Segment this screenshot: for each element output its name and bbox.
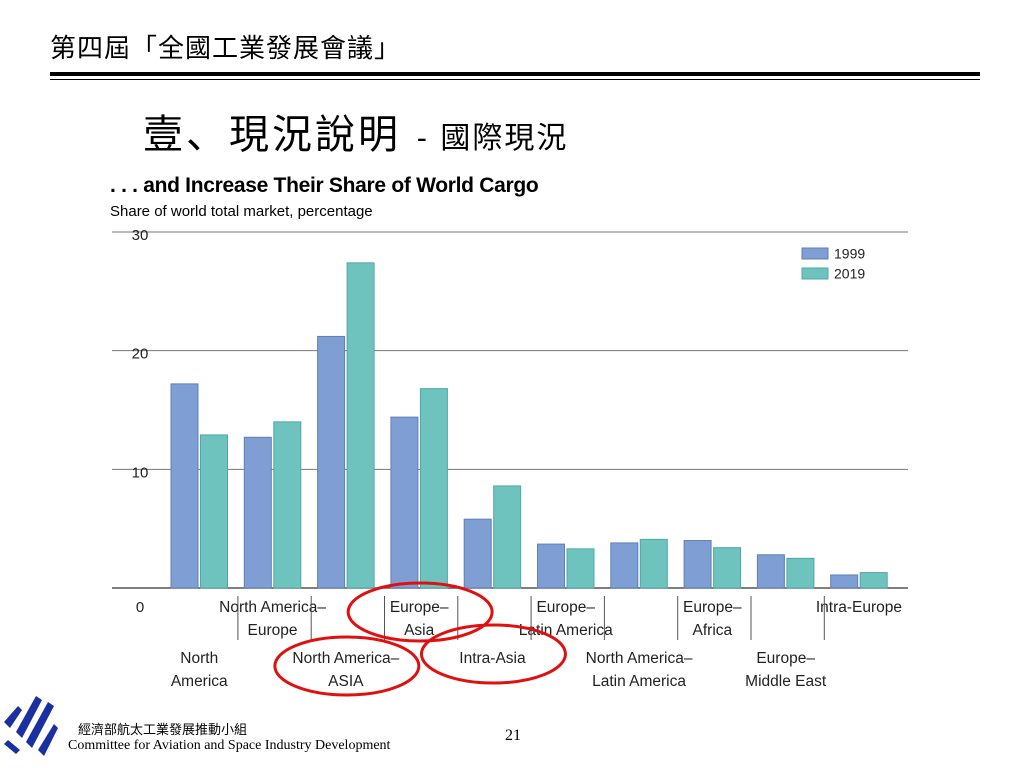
category-label: Asia bbox=[404, 622, 435, 639]
bar-1999-8 bbox=[683, 540, 712, 589]
slide-title-main: 壹、現況說明 bbox=[143, 112, 401, 158]
bar-1999-10 bbox=[830, 574, 859, 589]
footer-committee-cn: 經濟部航太工業發展推動小組 bbox=[78, 723, 248, 738]
category-label: Europe– bbox=[683, 599, 742, 616]
category-label: ASIA bbox=[328, 673, 364, 690]
category-label: Europe– bbox=[536, 599, 595, 616]
bar-1999-1 bbox=[170, 383, 199, 589]
conference-title: 第四屆「全國工業發展會議」 bbox=[50, 34, 402, 64]
header-rule-thick bbox=[50, 72, 980, 76]
bar-2019-6 bbox=[566, 548, 595, 589]
category-label: Middle East bbox=[745, 673, 827, 690]
category-label: Europe bbox=[248, 622, 298, 639]
category-label: Latin America bbox=[592, 673, 686, 690]
category-label: Intra-Europe bbox=[816, 599, 902, 616]
bar-2019-9 bbox=[786, 557, 815, 589]
category-label: Europe– bbox=[756, 650, 815, 667]
y-tick-label: 10 bbox=[132, 464, 149, 481]
highlight-circle bbox=[273, 635, 421, 697]
bar-2019-4 bbox=[419, 388, 448, 589]
legend-swatch-2019 bbox=[801, 267, 829, 280]
highlight-circles bbox=[273, 581, 567, 697]
bar-2019-2 bbox=[273, 421, 302, 589]
highlight-circle bbox=[346, 581, 494, 643]
bar-2019-3 bbox=[346, 262, 375, 589]
bar-1999-7 bbox=[610, 542, 639, 589]
category-label: Intra-Asia bbox=[459, 650, 526, 667]
bar-2019-1 bbox=[200, 434, 228, 589]
chart-subtitle: Share of world total market, percentage bbox=[110, 203, 373, 220]
y-tick-label: 20 bbox=[132, 346, 149, 363]
y-tick-label: 30 bbox=[132, 227, 149, 244]
category-label: North bbox=[180, 650, 218, 667]
chart-bars bbox=[170, 262, 888, 589]
committee-logo-icon bbox=[4, 696, 58, 756]
bar-2019-10 bbox=[859, 572, 888, 589]
slide-title: 壹、現況說明 - 國際現況 bbox=[143, 102, 568, 160]
legend-label-1999: 1999 bbox=[834, 246, 865, 262]
category-label: Africa bbox=[693, 622, 733, 639]
bar-1999-2 bbox=[243, 436, 272, 589]
bar-2019-8 bbox=[713, 547, 742, 589]
bar-1999-3 bbox=[317, 335, 346, 589]
y-tick-label: 0 bbox=[136, 599, 144, 616]
legend-label-2019: 2019 bbox=[834, 266, 865, 282]
legend-swatch-1999 bbox=[801, 247, 829, 260]
chart-legend: 1999 2019 bbox=[801, 246, 865, 282]
page-number: 21 bbox=[505, 727, 521, 744]
bar-1999-5 bbox=[463, 518, 492, 589]
chart-y-ticks: 30 20 10 0 bbox=[132, 227, 149, 616]
footer-committee-en: Committee for Aviation and Space Industr… bbox=[68, 738, 391, 753]
slide-title-sub: - 國際現況 bbox=[416, 121, 569, 156]
bar-2019-5 bbox=[493, 485, 522, 589]
category-label: North America– bbox=[292, 650, 399, 667]
bar-2019-7 bbox=[639, 538, 668, 589]
category-label: North America– bbox=[219, 599, 326, 616]
category-label: Europe– bbox=[390, 599, 449, 616]
header-rule-thin bbox=[50, 79, 980, 80]
chart-title: . . . and Increase Their Share of World … bbox=[110, 174, 539, 197]
category-label: Latin America bbox=[519, 622, 613, 639]
category-label: America bbox=[171, 673, 228, 690]
bar-1999-4 bbox=[390, 416, 419, 589]
bar-1999-9 bbox=[756, 554, 785, 589]
highlight-circle bbox=[419, 623, 567, 685]
chart-category-labels: North America North America– Europe North Am… bbox=[171, 596, 902, 690]
bar-1999-6 bbox=[537, 543, 565, 589]
category-label: North America– bbox=[586, 650, 693, 667]
